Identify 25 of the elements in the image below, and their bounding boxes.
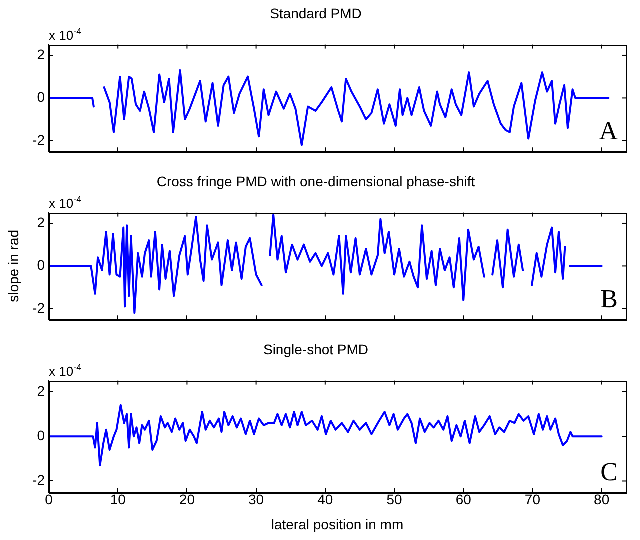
- y-tick-label: -2: [32, 472, 46, 488]
- x-tick-label: 60: [456, 492, 472, 508]
- chart-title: Cross fringe PMD with one-dimensional phase-shift: [156, 173, 476, 190]
- annotation: B: [600, 284, 618, 314]
- annotation: A: [599, 116, 618, 146]
- y-tick-label: 2: [37, 214, 46, 230]
- x-tick-label: 30: [248, 492, 264, 508]
- y-axis-title: slope in rad: [5, 230, 22, 302]
- y-tick-label: -2: [32, 300, 46, 316]
- x-axis-title: lateral position in mm: [271, 516, 404, 532]
- annotation: C: [600, 457, 618, 486]
- x-tick-label: 70: [524, 492, 541, 508]
- x-tick-label: 80: [594, 492, 610, 508]
- y-tick-label: 0: [37, 89, 46, 106]
- y-tick-label: 0: [37, 427, 46, 444]
- x-tick-label: 10: [110, 492, 126, 508]
- chart-title: Single-shot PMD: [263, 341, 369, 358]
- y-tick-label: -2: [32, 132, 46, 148]
- y-tick-label: 0: [37, 257, 46, 274]
- y-tick-label: 2: [37, 46, 46, 62]
- y-tick-label: 2: [37, 382, 46, 399]
- x-tick-label: 20: [179, 492, 196, 508]
- chart-title: Standard PMD: [270, 5, 362, 22]
- x-tick-label: 40: [318, 492, 334, 508]
- x-tick-label: 50: [386, 492, 403, 508]
